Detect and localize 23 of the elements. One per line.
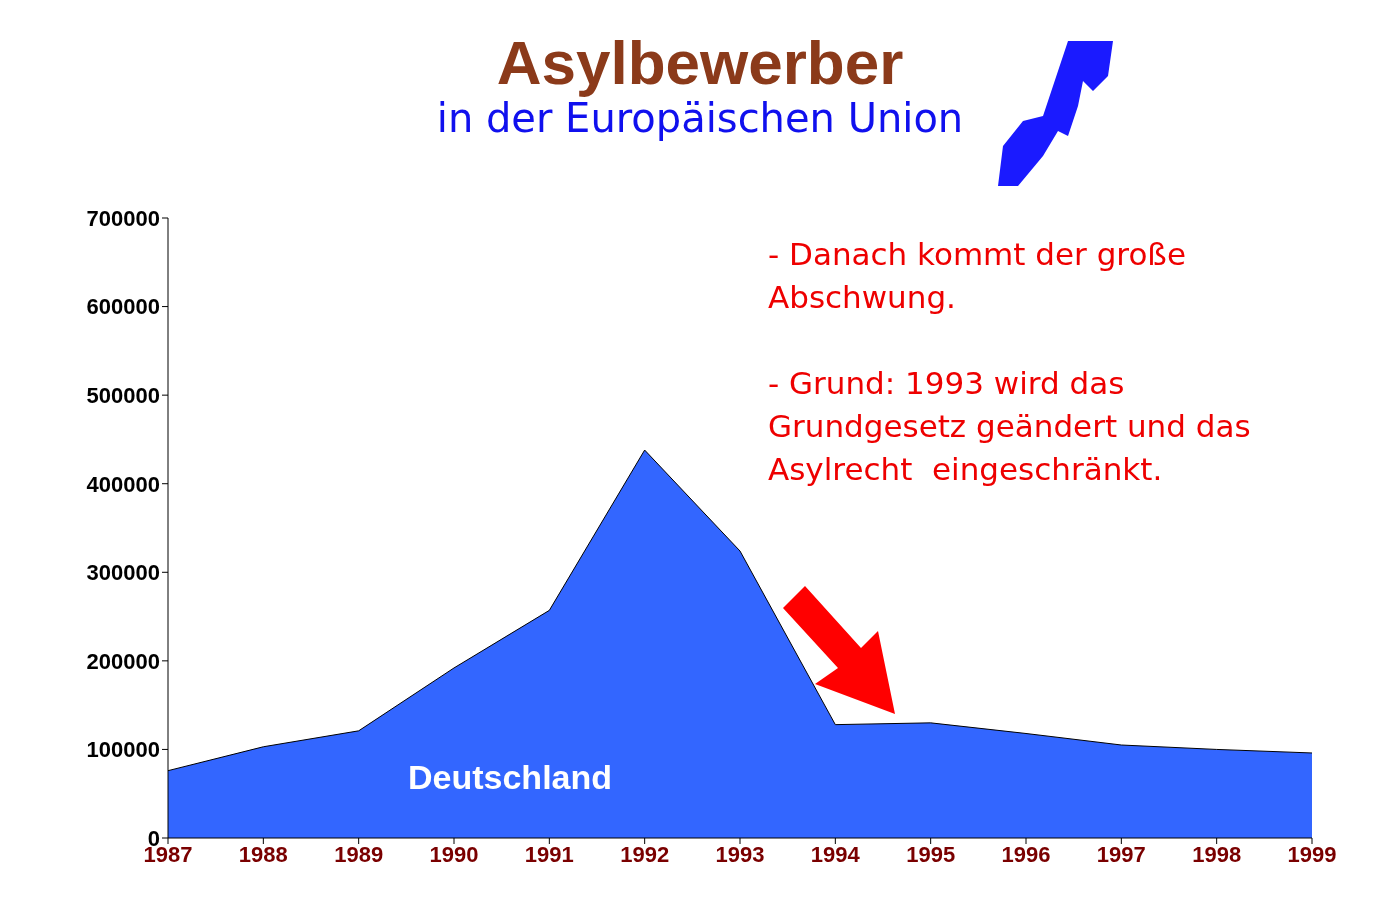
annotation: - Grund: 1993 wird das Grundgesetz geändert und das Asylrecht eingeschränkt.	[768, 364, 1252, 489]
y-tick-label: 200000	[86, 648, 160, 674]
x-tick-label: 1991	[524, 841, 574, 867]
y-tick-label: 300000	[86, 560, 160, 586]
x-tick-label: 1996	[1001, 841, 1051, 867]
series-label: Deutschland	[408, 758, 613, 797]
x-tick-label: 1997	[1096, 841, 1146, 867]
x-tick-label: 1998	[1192, 841, 1242, 867]
x-tick-label: 1988	[238, 841, 288, 867]
y-tick-label: 500000	[86, 382, 160, 408]
x-tick-label: 1994	[810, 841, 861, 867]
x-tick-label: 1995	[906, 841, 956, 867]
x-tick-label: 1990	[429, 841, 479, 867]
chart-title: Asylbewerber	[495, 28, 905, 97]
y-tick-label: 700000	[86, 205, 160, 231]
x-tick-label: 1999	[1287, 841, 1337, 867]
y-tick-label: 600000	[86, 294, 160, 320]
y-tick-label: 100000	[86, 737, 160, 763]
y-tick-label: 400000	[86, 471, 160, 497]
x-tick-label: 1989	[334, 841, 384, 867]
x-tick-label: 1993	[715, 841, 765, 867]
x-tick-label: 1992	[620, 841, 670, 867]
annotation: - Danach kommt der große Abschwung.	[768, 235, 1187, 317]
